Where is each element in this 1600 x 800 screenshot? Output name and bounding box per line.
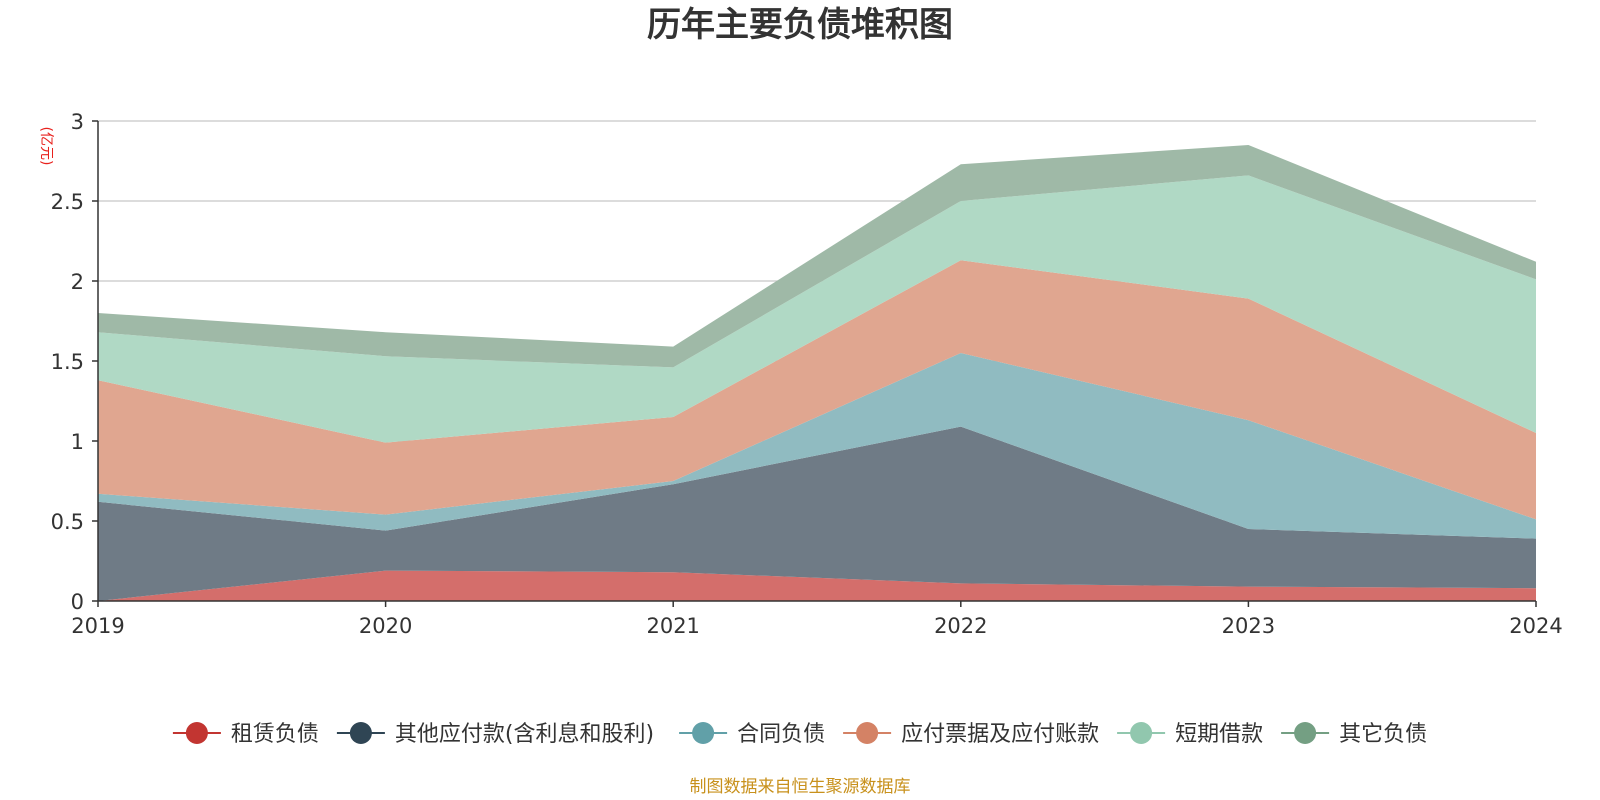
y-tick-label: 1 [71,430,84,454]
legend-label: 其他应付款(含利息和股利) [395,722,654,747]
y-tick-label: 0 [71,590,84,614]
legend-label: 应付票据及应付账款 [901,722,1099,747]
y-tick-label: 2 [71,270,84,294]
legend-item-2[interactable]: 其他应付款(含利息和股利) [336,722,654,747]
legend-item-3[interactable]: 合同负债 [679,722,825,747]
area-series-3 [98,353,1536,539]
y-tick-label: 2.5 [51,190,84,214]
legend-label: 短期借款 [1175,722,1263,747]
x-tick-label: 2020 [359,614,412,638]
x-tick-label: 2022 [934,614,987,638]
area-series-1 [98,570,1536,601]
legend-marker-icon [185,722,208,744]
legend-marker-icon [349,722,372,744]
y-tick-label: 0.5 [51,510,84,534]
legend-item-1[interactable]: 租赁负债 [172,722,319,747]
chart-title: 历年主要负债堆积图 [647,5,953,45]
legend: 租赁负债 其他应付款(含利息和股利) 合同负债 应付票据及应付账款 短期借款 其它负债 [172,722,1427,747]
legend-marker-icon [1130,722,1153,744]
area-series-2 [98,426,1536,601]
area-series-4 [98,260,1536,520]
legend-item-5[interactable]: 短期借款 [1117,722,1263,747]
x-tick-label: 2024 [1509,614,1562,638]
area-series [98,145,1536,601]
legend-item-4[interactable]: 应付票据及应付账款 [843,722,1099,747]
legend-label: 合同负债 [737,722,825,747]
axes: 0 0.5 1 1.5 2 2.5 3 2019 2020 2021 2022 2023 2024 [51,110,1563,638]
x-tick-label: 2021 [646,614,699,638]
area-series-6 [98,145,1536,368]
y-tick-label: 1.5 [51,350,84,374]
x-tick-label: 2023 [1222,614,1275,638]
legend-marker-icon [1294,722,1317,744]
area-series-5 [98,175,1536,443]
legend-marker-icon [856,722,879,744]
legend-label: 租赁负债 [231,722,319,747]
x-tick-label: 2019 [71,614,124,638]
legend-label: 其它负债 [1339,722,1427,747]
y-axis-unit: (亿元) [38,127,54,166]
legend-item-6[interactable]: 其它负债 [1281,722,1427,747]
data-source-note: 制图数据来自恒生聚源数据库 [690,777,911,797]
legend-marker-icon [692,722,715,744]
y-tick-label: 3 [71,110,84,134]
